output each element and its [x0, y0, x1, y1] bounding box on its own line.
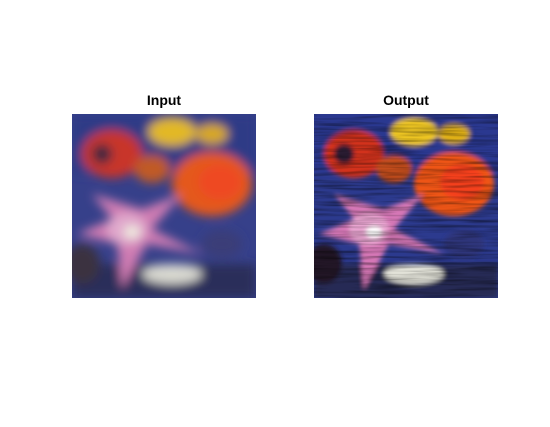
- output-image-content: [314, 114, 498, 298]
- output-image: [314, 114, 498, 298]
- input-image: [72, 114, 256, 298]
- output-title: Output: [383, 92, 429, 108]
- input-title: Input: [146, 92, 182, 108]
- input-image-content: [72, 114, 256, 298]
